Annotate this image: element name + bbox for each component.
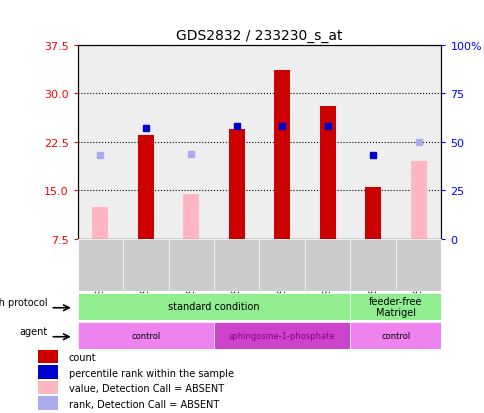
Bar xyxy=(213,322,349,349)
Text: growth protocol: growth protocol xyxy=(0,298,48,308)
Bar xyxy=(410,162,426,240)
Bar xyxy=(77,293,349,320)
Text: value, Detection Call = ABSENT: value, Detection Call = ABSENT xyxy=(69,383,224,393)
Title: GDS2832 / 233230_s_at: GDS2832 / 233230_s_at xyxy=(176,29,342,43)
Bar xyxy=(349,293,440,320)
Bar xyxy=(183,194,199,240)
Bar xyxy=(364,188,380,240)
Text: sphingosine-1-phosphate: sphingosine-1-phosphate xyxy=(228,331,335,340)
Bar xyxy=(38,350,58,363)
Bar xyxy=(349,322,440,349)
Bar xyxy=(92,207,108,240)
Text: control: control xyxy=(131,331,160,340)
Text: rank, Detection Call = ABSENT: rank, Detection Call = ABSENT xyxy=(69,399,219,409)
Bar xyxy=(38,396,58,410)
Text: control: control xyxy=(380,331,409,340)
Text: feeder-free
Matrigel: feeder-free Matrigel xyxy=(368,296,422,318)
Bar xyxy=(228,130,244,240)
Bar xyxy=(273,71,289,240)
Text: percentile rank within the sample: percentile rank within the sample xyxy=(69,368,233,378)
Bar xyxy=(137,136,153,240)
Text: count: count xyxy=(69,352,96,362)
Bar xyxy=(77,322,213,349)
Text: standard condition: standard condition xyxy=(168,301,259,312)
Bar xyxy=(38,366,58,379)
Bar xyxy=(38,381,58,394)
Bar xyxy=(319,107,335,240)
Text: agent: agent xyxy=(20,327,48,337)
